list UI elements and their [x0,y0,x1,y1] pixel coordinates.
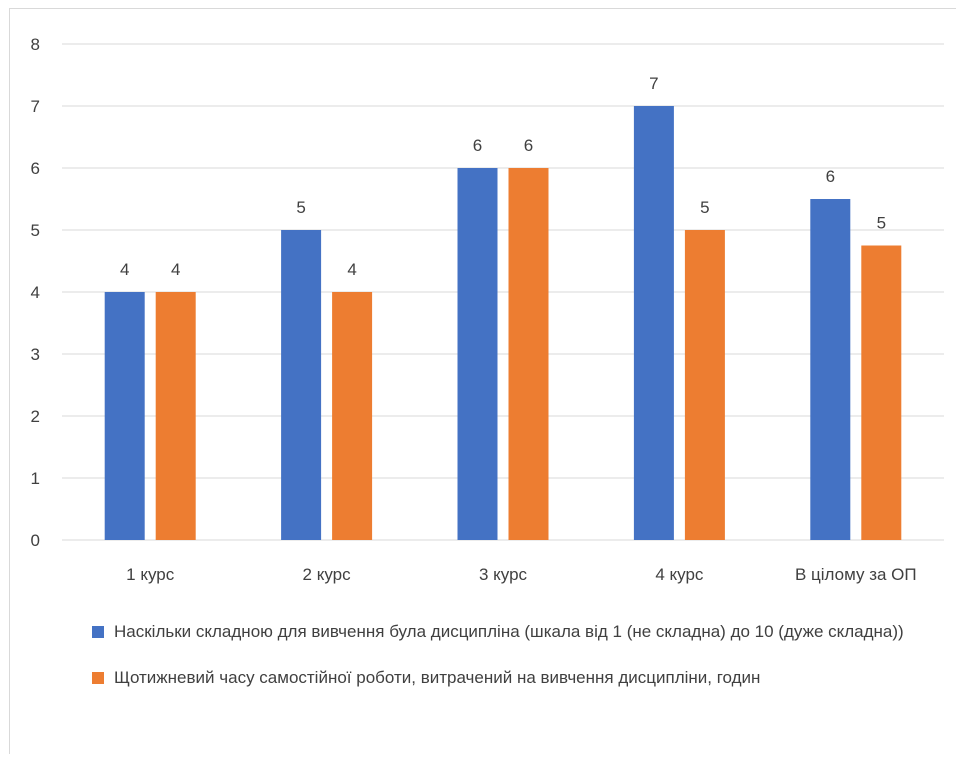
legend: Наскільки складною для вивчення була дис… [92,618,922,710]
legend-item-series-2: Щотижневий часу самостійної роботи, витр… [92,664,922,692]
y-tick-label: 0 [31,531,40,550]
y-tick-label: 3 [31,345,40,364]
y-tick-label: 2 [31,407,40,426]
bar-series-1-2 [281,230,322,540]
bar-series-2-3 [508,168,549,540]
y-tick-label: 8 [31,35,40,54]
bar-series-1-1 [104,292,145,540]
data-label-series-2-3: 6 [524,136,533,155]
legend-swatch-series-2 [92,672,104,684]
x-category-label: 1 курс [126,565,175,584]
x-category-label: 2 курс [303,565,352,584]
x-axis-categories: 1 курс 2 курс 3 курс 4 курс В цілому за ОП [126,565,916,584]
legend-item-series-1: Наскільки складною для вивчення була дис… [92,618,922,646]
data-label-series-2-4: 5 [700,198,709,217]
data-label-series-1-1: 4 [120,260,129,279]
data-labels: 4 4 5 4 6 6 7 5 6 5 [120,74,886,279]
data-label-series-2-1: 4 [171,260,180,279]
data-label-series-1-4: 7 [649,74,658,93]
bar-series-1-4 [633,106,674,540]
bar-series-2-2 [332,292,373,540]
gridlines [62,43,944,541]
bar-series-2-5 [861,245,902,540]
y-tick-label: 6 [31,159,40,178]
bar-series-1-5 [810,199,851,540]
y-tick-label: 4 [31,283,40,302]
bar-series-2-1 [155,292,196,540]
bar-series-1-3 [457,168,498,540]
bars [104,106,902,540]
x-category-label: 4 курс [655,565,704,584]
data-label-series-1-5: 6 [826,167,835,186]
legend-label-series-1: Наскільки складною для вивчення була дис… [114,622,904,641]
y-tick-label: 1 [31,469,40,488]
x-category-label: 3 курс [479,565,528,584]
y-axis-ticks: 0 1 2 3 4 5 6 7 8 [31,35,40,550]
bar-series-2-4 [684,230,725,540]
data-label-series-2-5: 5 [877,214,886,233]
y-tick-label: 5 [31,221,40,240]
chart-frame [9,8,956,754]
data-label-series-1-3: 6 [473,136,482,155]
data-label-series-2-2: 4 [347,260,356,279]
y-tick-label: 7 [31,97,40,116]
data-label-series-1-2: 5 [296,198,305,217]
legend-label-series-2: Щотижневий часу самостійної роботи, витр… [114,668,761,687]
x-category-label: В цілому за ОП [795,565,917,584]
legend-swatch-series-1 [92,626,104,638]
